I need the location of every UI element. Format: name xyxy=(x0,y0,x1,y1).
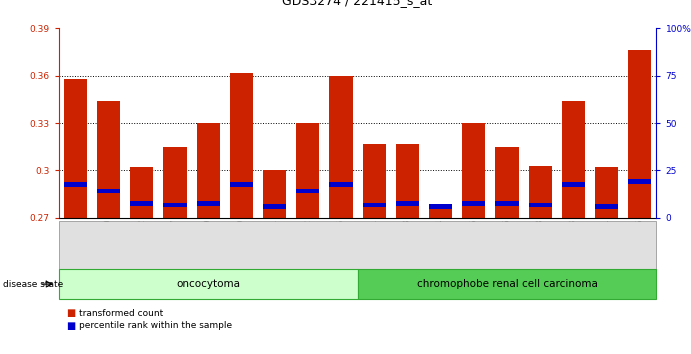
Bar xyxy=(130,201,153,206)
Text: ■: ■ xyxy=(66,321,75,331)
Bar xyxy=(196,201,220,206)
Bar xyxy=(229,73,253,218)
Text: oncocytoma: oncocytoma xyxy=(176,279,240,289)
Text: ■: ■ xyxy=(66,308,75,318)
Bar xyxy=(229,182,253,187)
Text: chromophobe renal cell carcinoma: chromophobe renal cell carcinoma xyxy=(417,279,598,289)
Bar xyxy=(462,201,486,206)
Bar xyxy=(495,201,519,206)
Bar xyxy=(628,50,652,218)
Bar xyxy=(330,182,352,187)
Bar xyxy=(429,205,452,218)
Bar xyxy=(628,179,652,184)
Bar xyxy=(363,203,386,207)
Bar xyxy=(97,101,120,218)
Bar xyxy=(429,204,452,209)
Bar xyxy=(296,189,319,193)
Bar xyxy=(595,204,618,209)
Text: transformed count: transformed count xyxy=(79,309,164,318)
Bar xyxy=(263,170,286,218)
Bar xyxy=(64,79,87,218)
Bar xyxy=(196,123,220,218)
Bar xyxy=(64,182,87,187)
Bar xyxy=(462,123,486,218)
Bar xyxy=(363,143,386,218)
Bar xyxy=(130,167,153,218)
Bar xyxy=(396,201,419,206)
Bar xyxy=(562,101,585,218)
Bar xyxy=(529,203,552,207)
Bar xyxy=(396,143,419,218)
Bar xyxy=(296,123,319,218)
Text: disease state: disease state xyxy=(3,280,64,289)
Bar xyxy=(330,76,352,218)
Bar xyxy=(495,147,519,218)
Bar xyxy=(263,204,286,209)
Text: percentile rank within the sample: percentile rank within the sample xyxy=(79,321,233,330)
Bar xyxy=(163,203,187,207)
Text: GDS3274 / 221415_s_at: GDS3274 / 221415_s_at xyxy=(283,0,433,7)
Bar xyxy=(163,147,187,218)
Bar xyxy=(562,182,585,187)
Bar xyxy=(97,189,120,193)
Bar xyxy=(595,167,618,218)
Bar xyxy=(529,166,552,218)
